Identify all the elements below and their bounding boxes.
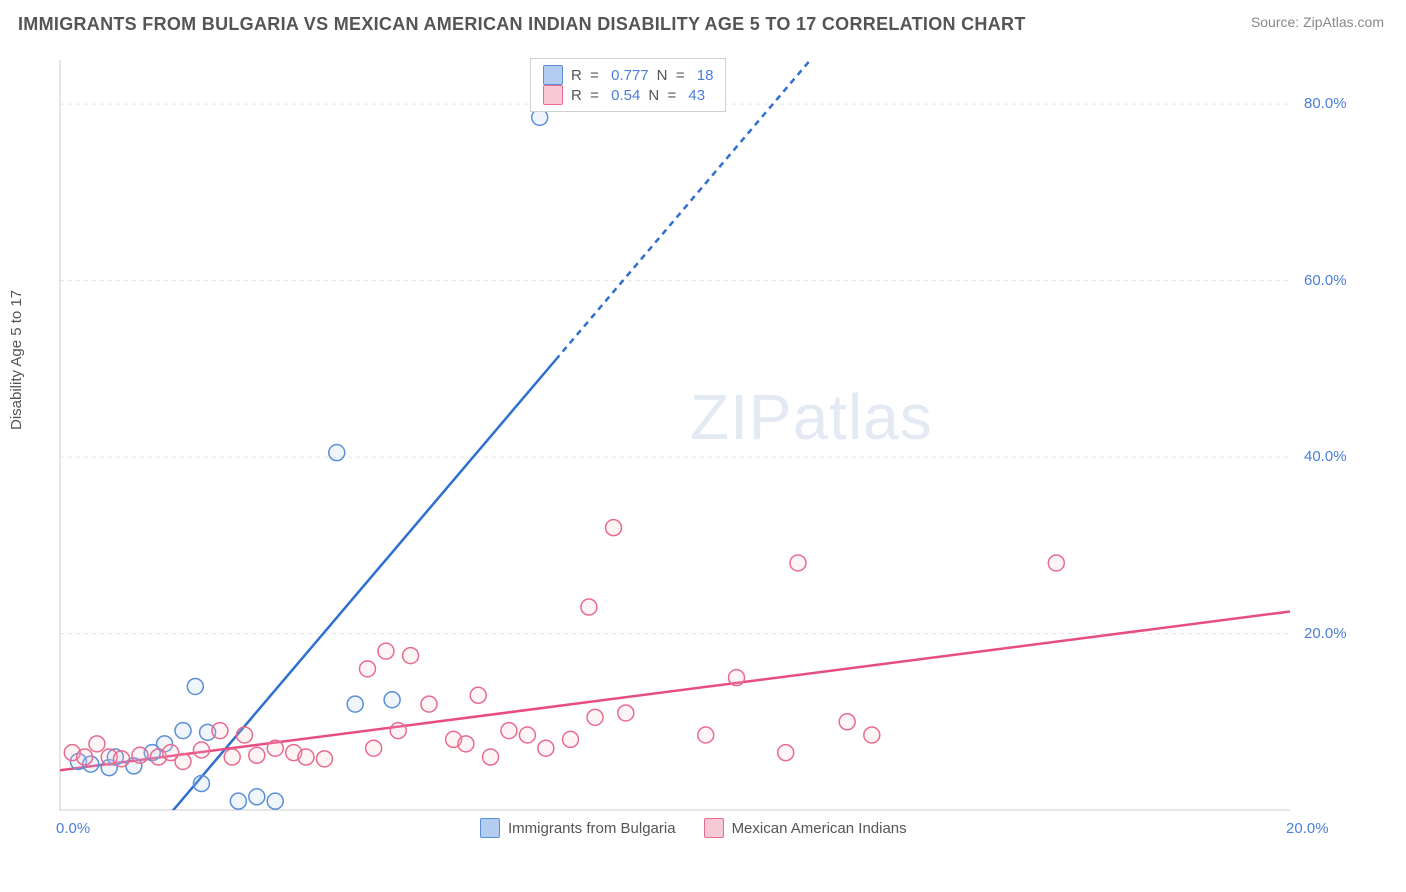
legend-swatch-mexican-bottom <box>704 818 724 838</box>
source-attribution: Source: ZipAtlas.com <box>1251 14 1384 30</box>
bottom-legend: Immigrants from Bulgaria Mexican America… <box>480 818 907 838</box>
series-label-mexican: Mexican American Indians <box>732 820 907 837</box>
n-value-mexican: 43 <box>688 87 705 104</box>
r-label: R = <box>571 67 603 84</box>
r-value-bulgaria: 0.777 <box>611 67 649 84</box>
r-value-mexican: 0.54 <box>611 87 640 104</box>
r-legend-box: R = 0.777 N = 18 R = 0.54 N = 43 <box>530 58 726 112</box>
series-label-bulgaria: Immigrants from Bulgaria <box>508 820 676 837</box>
legend-swatch-mexican <box>543 85 563 105</box>
legend-swatch-bulgaria <box>543 65 563 85</box>
y-tick-label: 20.0% <box>1304 625 1347 642</box>
y-tick-label: 80.0% <box>1304 95 1347 112</box>
x-tick-label: 20.0% <box>1286 820 1329 837</box>
chart-area: ZIPatlas R = 0.777 N = 18 R = 0.54 N = 4… <box>50 50 1350 840</box>
chart-title: IMMIGRANTS FROM BULGARIA VS MEXICAN AMER… <box>18 14 1026 35</box>
n-label: N = <box>657 67 689 84</box>
n-label: N = <box>648 87 680 104</box>
y-axis-label: Disability Age 5 to 17 <box>8 290 25 430</box>
chart-svg <box>50 50 1350 840</box>
y-tick-label: 40.0% <box>1304 448 1347 465</box>
bottom-legend-item-mexican: Mexican American Indians <box>704 818 907 838</box>
n-value-bulgaria: 18 <box>697 67 714 84</box>
r-legend-row-mexican: R = 0.54 N = 43 <box>543 85 713 105</box>
bottom-legend-item-bulgaria: Immigrants from Bulgaria <box>480 818 676 838</box>
r-legend-row-bulgaria: R = 0.777 N = 18 <box>543 65 713 85</box>
x-tick-label: 0.0% <box>56 820 90 837</box>
r-label: R = <box>571 87 603 104</box>
legend-swatch-bulgaria-bottom <box>480 818 500 838</box>
y-tick-label: 60.0% <box>1304 272 1347 289</box>
